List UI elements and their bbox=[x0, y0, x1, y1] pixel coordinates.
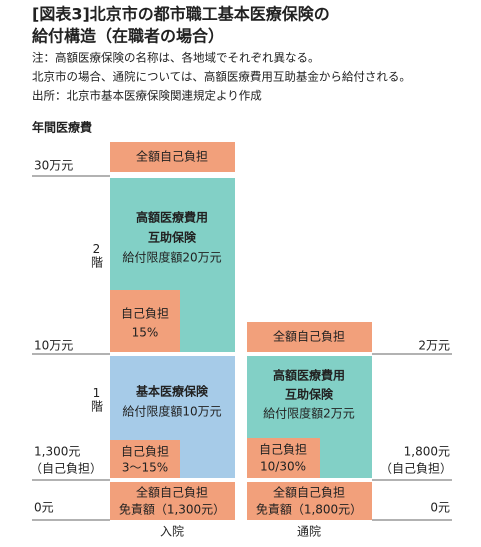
block-label: 給付限度額10万元 bbox=[122, 404, 221, 419]
title: [図表3]北京市の都市職工基本医療保険の bbox=[32, 5, 330, 24]
block bbox=[247, 322, 372, 352]
right-label: 2万元 bbox=[418, 339, 450, 353]
left-label: 30万元 bbox=[34, 159, 73, 173]
floor-label: 1階 bbox=[90, 386, 104, 413]
block-label: 15% bbox=[132, 326, 159, 340]
outpatient-column: 全額自己負担 高額医療費用 互助保険 給付限度額2万元 自己負担 10/30% … bbox=[247, 322, 372, 539]
right-label: 0元 bbox=[430, 501, 450, 515]
block-label: 自己負担 bbox=[121, 445, 169, 459]
block-label: 全額自己負担 bbox=[136, 485, 208, 500]
block-label: 互助保険 bbox=[285, 387, 334, 402]
block-label: 互助保険 bbox=[148, 230, 197, 245]
right-label: 1,800元 bbox=[404, 445, 450, 459]
right-label: （自己負担） bbox=[380, 462, 452, 476]
block-label: 高額医療費用 bbox=[136, 210, 208, 225]
block-label: 高額医療費用 bbox=[273, 368, 345, 383]
axis-label: 年間医療費 bbox=[32, 120, 92, 135]
block-label: 免責額（1,300元） bbox=[119, 502, 225, 517]
left-label: 0元 bbox=[34, 501, 54, 515]
block-label: 3～15% bbox=[122, 461, 168, 475]
block bbox=[110, 440, 180, 478]
block-label: 全額自己負担 bbox=[136, 149, 208, 164]
block bbox=[247, 482, 372, 520]
block bbox=[110, 482, 235, 520]
block-label: 全額自己負担 bbox=[273, 485, 345, 500]
left-label: 10万元 bbox=[34, 339, 73, 353]
block-label: 全額自己負担 bbox=[273, 329, 345, 344]
column-label: 通院 bbox=[297, 525, 321, 539]
note: 出所：北京市基本医療保険関連規定より作成 bbox=[32, 89, 262, 103]
left-label: 1,300元 bbox=[34, 445, 80, 459]
block-label: 免責額（1,800元） bbox=[256, 502, 362, 517]
block-label: 基本医療保険 bbox=[135, 384, 209, 399]
left-label: （自己負担） bbox=[30, 462, 102, 476]
block-label: 自己負担 bbox=[259, 443, 307, 457]
block bbox=[110, 290, 180, 352]
block bbox=[247, 438, 320, 478]
block bbox=[110, 142, 235, 172]
block-label: 給付限度額2万元 bbox=[263, 406, 355, 421]
column-label: 入院 bbox=[160, 525, 184, 539]
note: 注：高額医療保険の名称は、各地域でそれぞれ異なる。 bbox=[32, 51, 320, 65]
block-label: 10/30% bbox=[260, 460, 306, 474]
inpatient-column: 全額自己負担 高額医療費用 互助保険 給付限度額20万元 自己負担 15% 基本… bbox=[110, 142, 235, 539]
block-label: 給付限度額20万元 bbox=[122, 250, 221, 265]
title: 給付構造（在職者の場合） bbox=[32, 27, 224, 46]
header: [図表3]北京市の都市職工基本医療保険の 給付構造（在職者の場合） 注：高額医療… bbox=[32, 5, 411, 103]
block-label: 自己負担 bbox=[121, 307, 169, 321]
note: 北京市の場合、通院については、高額医療費用互助基金から給付される。 bbox=[32, 70, 411, 84]
floor-label: 2階 bbox=[90, 242, 104, 269]
guides bbox=[32, 175, 452, 521]
